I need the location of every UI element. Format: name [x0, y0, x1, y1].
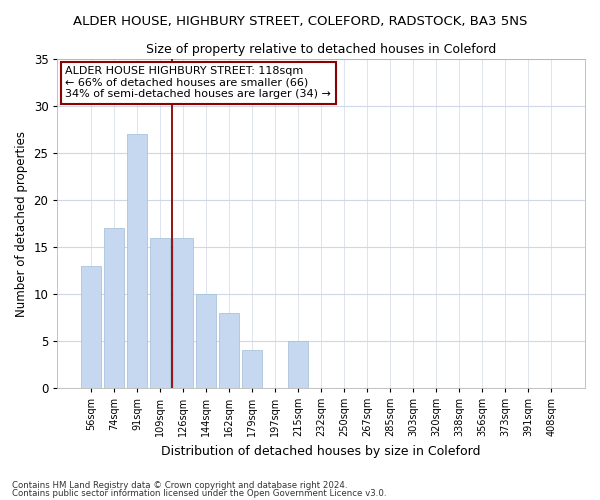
Text: ALDER HOUSE, HIGHBURY STREET, COLEFORD, RADSTOCK, BA3 5NS: ALDER HOUSE, HIGHBURY STREET, COLEFORD, …: [73, 15, 527, 28]
Y-axis label: Number of detached properties: Number of detached properties: [15, 130, 28, 316]
Bar: [127, 134, 147, 388]
Bar: [242, 350, 262, 388]
Text: ALDER HOUSE HIGHBURY STREET: 118sqm
← 66% of detached houses are smaller (66)
34: ALDER HOUSE HIGHBURY STREET: 118sqm ← 66…: [65, 66, 331, 99]
Bar: [289, 341, 308, 388]
Text: Contains HM Land Registry data © Crown copyright and database right 2024.: Contains HM Land Registry data © Crown c…: [12, 480, 347, 490]
Bar: [173, 238, 193, 388]
Bar: [151, 238, 170, 388]
Bar: [196, 294, 216, 388]
Bar: [82, 266, 101, 388]
X-axis label: Distribution of detached houses by size in Coleford: Distribution of detached houses by size …: [161, 444, 481, 458]
Bar: [104, 228, 124, 388]
Bar: [220, 312, 239, 388]
Title: Size of property relative to detached houses in Coleford: Size of property relative to detached ho…: [146, 42, 496, 56]
Text: Contains public sector information licensed under the Open Government Licence v3: Contains public sector information licen…: [12, 489, 386, 498]
